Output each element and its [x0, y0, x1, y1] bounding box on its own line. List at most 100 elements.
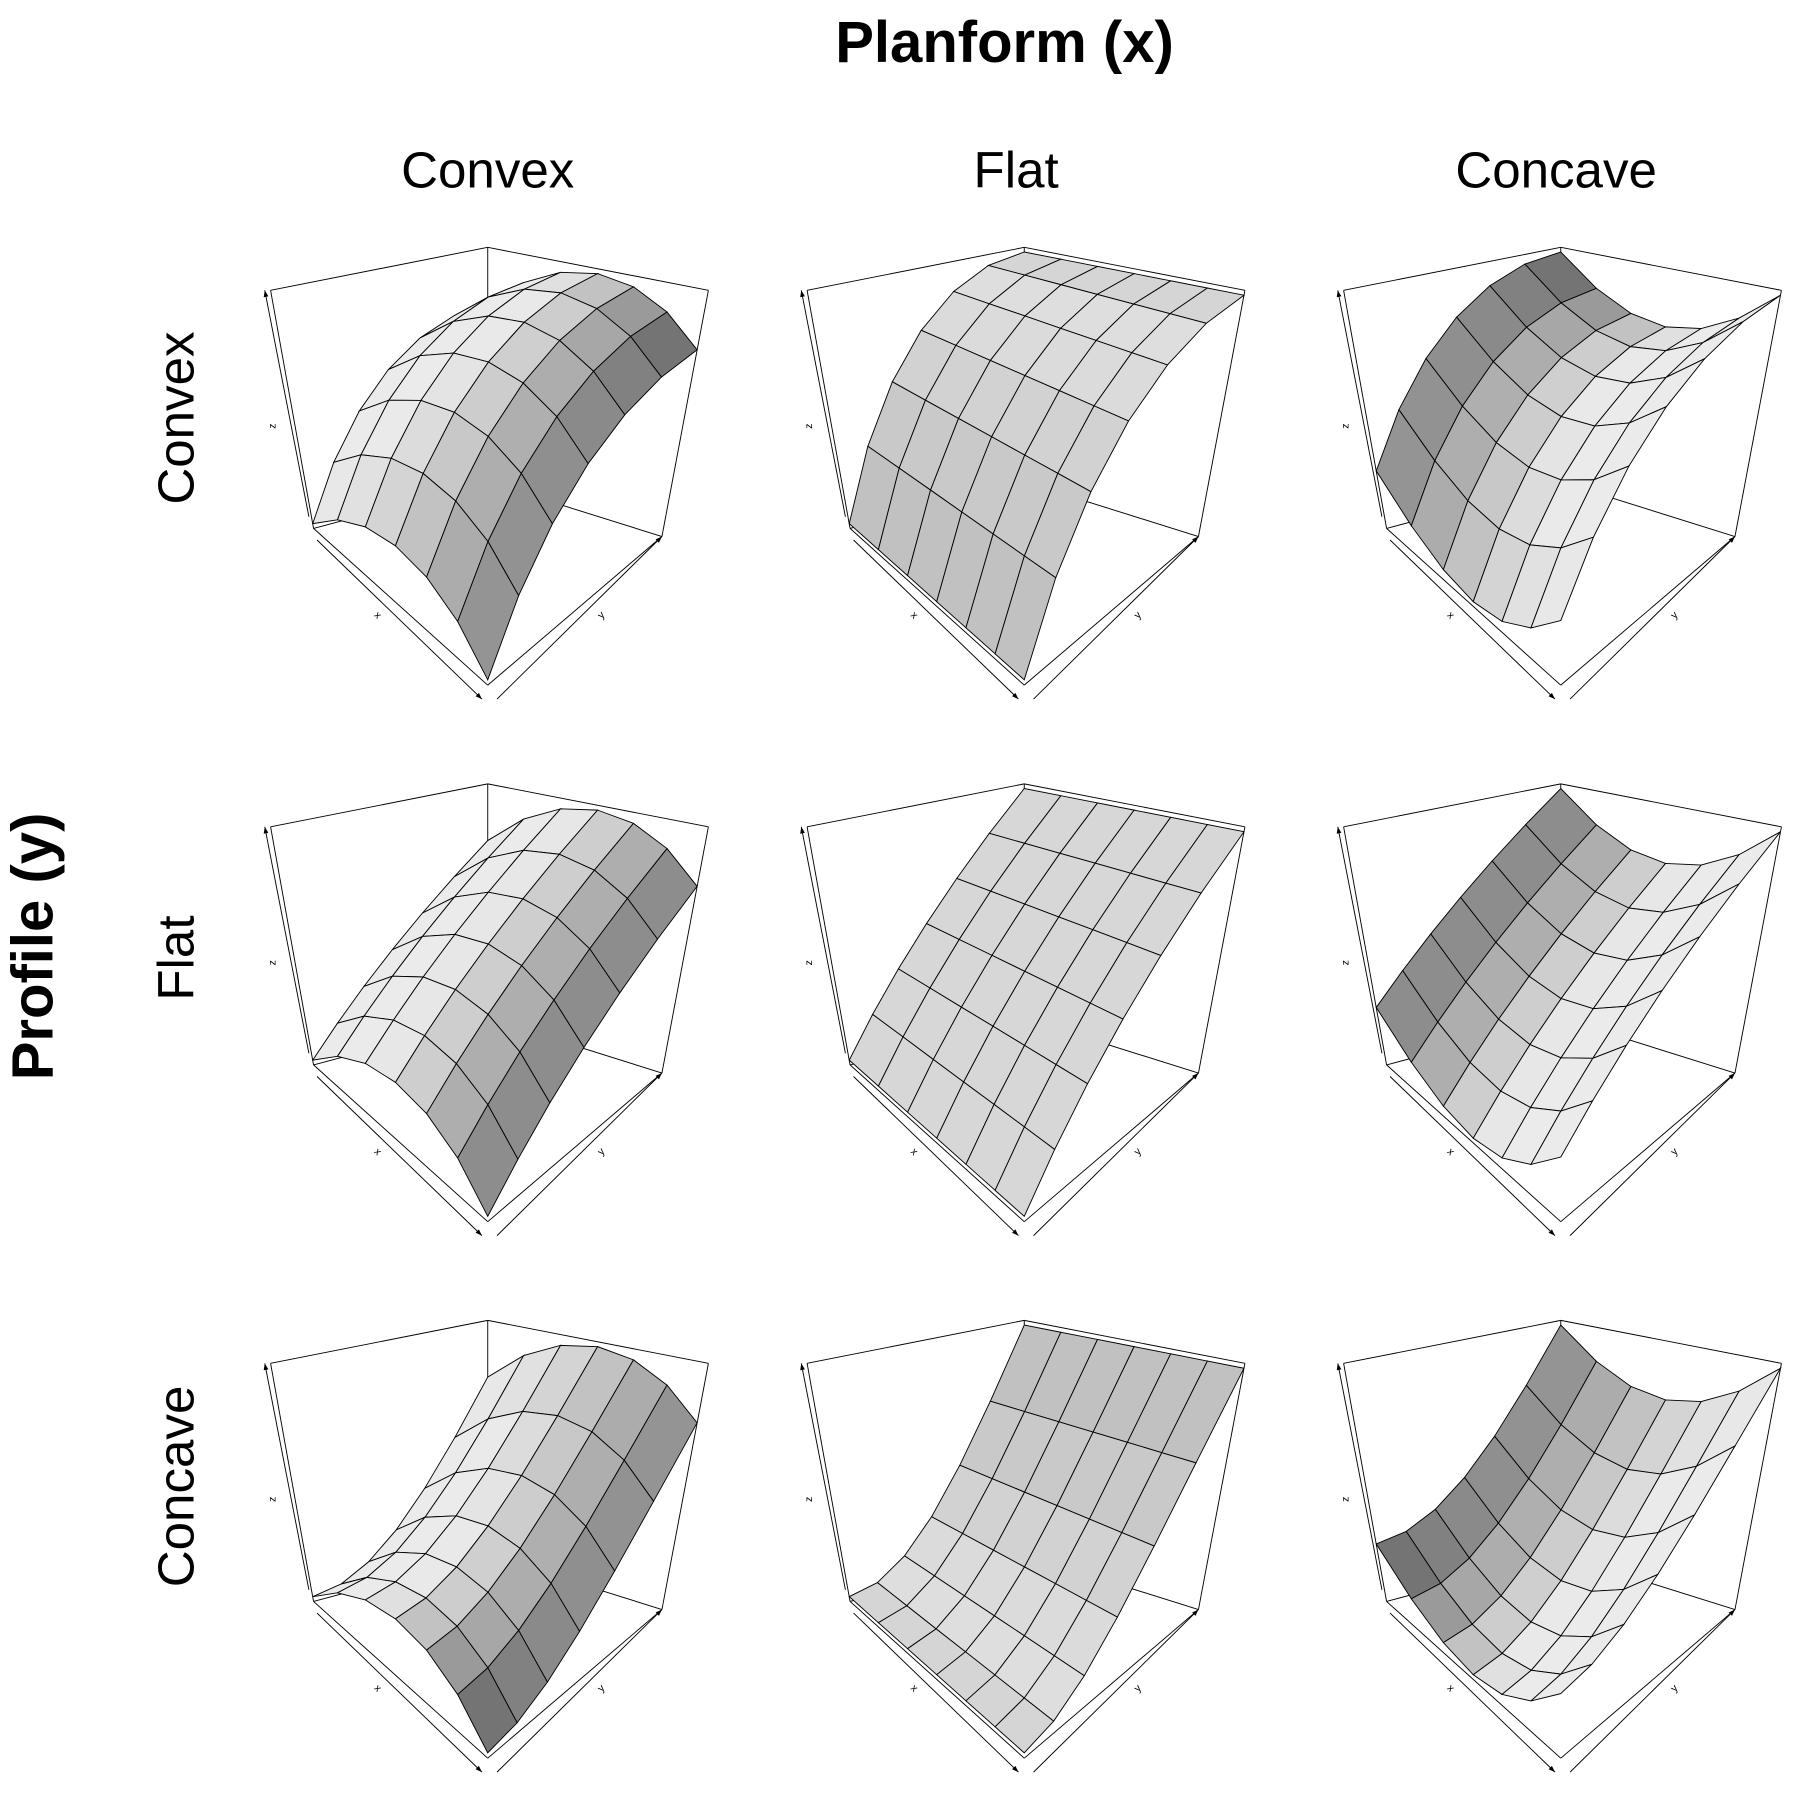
box-edge — [270, 290, 315, 529]
box-edge — [1560, 783, 1782, 828]
box-edge — [487, 1319, 709, 1364]
column-label: Concave — [1455, 142, 1657, 199]
surface-facet — [457, 1103, 519, 1218]
axis-arrow — [1337, 826, 1383, 1054]
axis-arrow — [496, 1609, 663, 1773]
box-edge — [806, 826, 851, 1065]
surface-facet — [457, 1666, 518, 1754]
box-edge — [806, 1363, 851, 1602]
axis-arrow — [1033, 1072, 1199, 1236]
box-edge — [1734, 826, 1782, 1074]
axis-label: z — [1341, 424, 1352, 429]
box-edge — [1343, 1363, 1388, 1602]
axis-label: x — [371, 1146, 383, 1158]
arrow-head — [655, 536, 662, 543]
box-edge — [1343, 783, 1561, 828]
box-edge — [1560, 536, 1736, 686]
arrow-head — [263, 290, 269, 298]
box-edge — [661, 290, 709, 537]
box-edge — [487, 246, 709, 291]
box-edge — [661, 826, 709, 1074]
row-title: Profile (y) — [1, 813, 66, 1081]
box-edge — [661, 1363, 709, 1610]
axis-arrow — [1569, 1609, 1736, 1773]
box-edge — [1197, 826, 1246, 1074]
box-edge — [1024, 246, 1245, 291]
surface-panel: x y z — [263, 1319, 709, 1773]
box-edge — [1734, 1363, 1782, 1610]
surface-facet — [994, 1697, 1055, 1754]
axis-arrow — [853, 1612, 1019, 1773]
box-edge — [270, 1363, 315, 1602]
box-edge — [313, 1601, 489, 1759]
box-edge — [807, 246, 1025, 291]
surface-panel: x y z — [800, 783, 1246, 1236]
box-edge — [807, 783, 1025, 828]
box-edge — [1024, 1319, 1245, 1364]
axis-label: z — [804, 1497, 815, 1502]
axis-arrow — [1389, 1076, 1556, 1236]
axis-arrow — [316, 539, 483, 700]
row-label: Flat — [148, 915, 205, 1000]
surface-facet — [994, 1126, 1056, 1218]
axis-arrow — [316, 1612, 483, 1773]
axis-label: z — [804, 960, 815, 965]
arrow-head — [1548, 1765, 1555, 1773]
box-edge — [313, 528, 489, 686]
axis-label: x — [1445, 1683, 1457, 1695]
arrow-head — [1192, 1073, 1199, 1080]
surface-facet — [1530, 1099, 1594, 1166]
axis-label: z — [268, 960, 279, 965]
box-edge — [270, 826, 315, 1065]
axis-label: x — [908, 610, 920, 622]
box-edge — [849, 1064, 1025, 1223]
arrow-head — [1012, 692, 1019, 700]
surface-panel: x y z — [263, 783, 709, 1236]
arrow-head — [1336, 1363, 1342, 1371]
axis-arrow — [1389, 539, 1556, 700]
row-label: Concave — [148, 1386, 205, 1588]
arrow-head — [1728, 536, 1735, 543]
box-edge — [1343, 826, 1388, 1065]
axis-label: x — [371, 610, 383, 622]
box-edge — [1343, 1319, 1561, 1364]
axis-arrow — [800, 290, 846, 517]
arrow-head — [1336, 290, 1342, 298]
arrow-head — [1728, 1073, 1735, 1080]
box-edge — [270, 246, 488, 291]
box-edge — [1734, 290, 1782, 537]
arrow-head — [800, 1363, 805, 1371]
arrow-head — [1012, 1229, 1019, 1236]
box-edge — [849, 1601, 1025, 1759]
surface-facet — [1530, 1663, 1593, 1702]
box-edge — [1197, 290, 1246, 537]
box-edge — [1386, 1601, 1562, 1759]
arrow-head — [1548, 692, 1555, 700]
row-label: Convex — [148, 331, 205, 504]
box-edge — [487, 1609, 663, 1759]
axis-label: y — [596, 609, 608, 621]
box-edge — [487, 1072, 663, 1223]
axis-arrow — [316, 1076, 483, 1236]
axis-arrow — [496, 536, 663, 700]
box-edge — [1197, 1363, 1246, 1610]
axis-label: x — [371, 1683, 383, 1695]
surface-panel: x y z — [800, 246, 1246, 700]
axis-label: y — [596, 1682, 608, 1694]
surface-panel: x y z — [263, 246, 709, 700]
box-edge — [1343, 246, 1561, 291]
arrow-head — [1336, 826, 1342, 834]
axis-label: z — [1341, 1497, 1352, 1502]
axis-label: y — [1133, 1682, 1145, 1694]
axis-label: y — [1669, 609, 1681, 621]
arrow-head — [655, 1073, 662, 1080]
axis-label: z — [268, 424, 279, 429]
axis-arrow — [1389, 1612, 1556, 1773]
axis-label: x — [1445, 1146, 1457, 1158]
axis-arrow — [1569, 1072, 1736, 1236]
axis-label: y — [1669, 1682, 1681, 1694]
surface-facet — [1702, 294, 1781, 343]
axis-arrow — [853, 539, 1019, 700]
surface-panel: x y z — [1336, 783, 1782, 1236]
surface-facet — [994, 555, 1057, 681]
